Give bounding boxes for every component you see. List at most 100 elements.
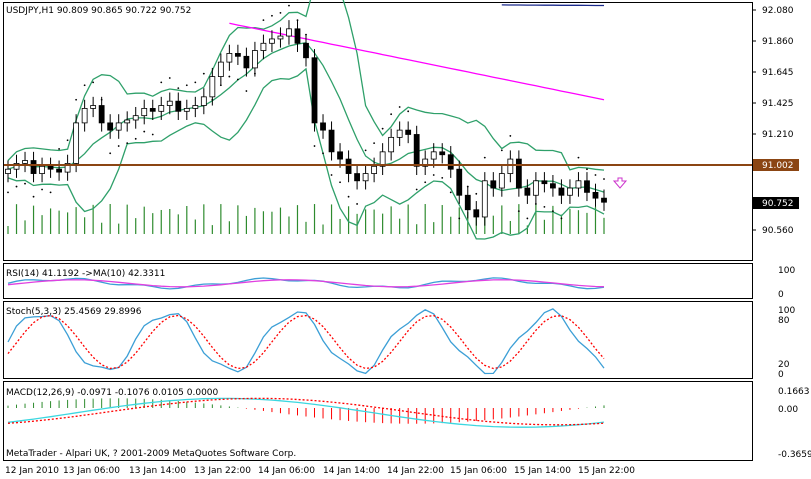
price-tick: 91.860 [762, 37, 794, 47]
sar-dot [552, 210, 554, 213]
candle-body [234, 53, 241, 57]
sar-dot [534, 203, 537, 205]
candle-body [175, 100, 182, 112]
sar-dot [194, 81, 197, 84]
time-label: 15 Jan 06:00 [450, 466, 507, 476]
candle-body [132, 115, 139, 121]
candle-body [575, 180, 582, 189]
sar-dot [313, 145, 316, 147]
sar-dot [92, 81, 95, 84]
price-tick: 91.645 [762, 68, 794, 78]
macd-label: MACD(12,26,9) -0.0971 -0.1076 0.0105 0.0… [6, 388, 219, 398]
candle-body [567, 187, 573, 196]
sar-dot [526, 217, 529, 220]
candle-body [439, 151, 446, 156]
time-label: 14 Jan 06:00 [258, 466, 315, 476]
candle-body [47, 165, 54, 170]
sar-dot [483, 156, 486, 159]
sar-dot [245, 90, 248, 92]
stoch-axis: 100 80 20 0 [778, 306, 795, 380]
main-chart-title: USDJPY,H1 90.809 90.865 90.722 90.752 [6, 6, 191, 16]
candle-body [388, 136, 395, 153]
stoch-tick: 80 [778, 316, 790, 326]
candle-body [422, 158, 429, 167]
stoch-tick: 20 [778, 360, 790, 370]
candle-body [252, 50, 258, 69]
candle-body [524, 187, 531, 196]
stoch-pane-frame [3, 301, 753, 379]
candle-body [430, 151, 437, 160]
candle-body [158, 105, 165, 112]
moving-average-line [229, 22, 605, 101]
sar-dot [407, 110, 410, 113]
candle-body [149, 108, 156, 112]
sar-dot [586, 168, 588, 171]
price-pane-frame [3, 2, 753, 261]
down-arrow-icon[interactable] [612, 177, 628, 189]
current-price-label: 90.752 [762, 199, 794, 209]
sar-dot [271, 14, 273, 17]
sar-dot [398, 106, 401, 108]
candle-body [64, 163, 71, 173]
sar-dot [373, 142, 376, 145]
hline-price-badge [753, 159, 799, 171]
macd-pane-frame [3, 381, 753, 461]
price-axis[interactable]: 92.080 91.860 91.645 91.425 91.210 91.00… [752, 6, 799, 236]
candle-body [311, 57, 318, 124]
rsi-tick: 0 [778, 290, 784, 300]
candle-body [81, 108, 88, 124]
candle-body [107, 122, 114, 131]
price-tick: 90.560 [762, 226, 794, 236]
candle-body [447, 154, 454, 170]
macd-tick: 0.1663 [778, 387, 810, 397]
sar-dot [381, 127, 384, 130]
macd-series [7, 397, 605, 428]
candle-body [481, 180, 488, 218]
long-moving-average-line [501, 4, 604, 7]
time-label: 15 Jan 22:00 [578, 466, 635, 476]
price-tick: 91.425 [762, 99, 794, 109]
macd-signal-line [7, 397, 605, 426]
candle-body [124, 119, 131, 124]
candle-body [22, 160, 28, 164]
sar-dot [185, 84, 188, 87]
candle-body [345, 158, 352, 174]
sar-dot [466, 185, 469, 188]
time-axis[interactable]: 12 Jan 2010 13 Jan 06:00 13 Jan 14:00 13… [5, 466, 635, 476]
sar-dot [143, 130, 146, 133]
sar-dot [254, 72, 256, 75]
bollinger-upper-line [7, 0, 605, 171]
candle-body [507, 158, 514, 174]
candle-body [192, 105, 199, 109]
sar-dot [151, 133, 154, 136]
sar-dot [49, 191, 52, 194]
candle-body [498, 173, 505, 189]
candle-body [200, 96, 207, 106]
sar-dot [219, 84, 222, 87]
sar-dot [509, 135, 512, 137]
macd-line [7, 397, 605, 428]
candle-body [286, 28, 292, 37]
stoch-signal-line [7, 314, 605, 370]
candle-body [584, 180, 590, 193]
sar-dot [577, 156, 580, 159]
candle-body [5, 168, 11, 174]
sar-dot [24, 182, 26, 185]
candle-body [456, 168, 463, 196]
sar-dot [262, 19, 265, 22]
candle-body [30, 160, 37, 174]
candle-body [183, 108, 190, 112]
hline-price-label: 91.002 [762, 161, 794, 171]
candle-body [362, 173, 369, 182]
candle-body [56, 168, 62, 173]
sar-dot [339, 181, 341, 184]
sar-dot [160, 81, 163, 84]
sar-dot [75, 98, 78, 101]
sar-dot [7, 191, 9, 194]
time-label: 15 Jan 14:00 [514, 466, 571, 476]
sar-dot [594, 174, 597, 176]
candle-body [320, 122, 326, 131]
time-label: 14 Jan 14:00 [323, 466, 380, 476]
